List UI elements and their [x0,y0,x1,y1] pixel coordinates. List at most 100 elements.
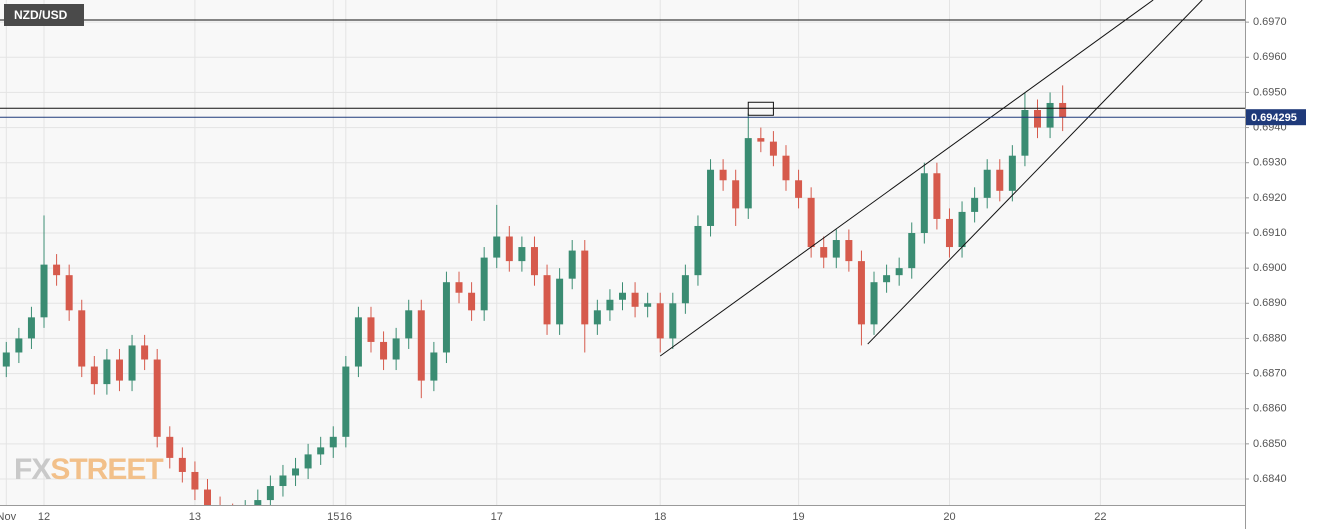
candle-body [65,275,73,311]
candle-body [581,250,589,325]
candle-body [593,310,601,325]
candle-body [78,310,86,367]
candle-body [1021,109,1029,156]
candle-body [115,359,123,381]
candle-body [644,303,652,307]
candle-body [2,352,10,367]
candle-body [908,232,916,269]
grid [0,0,1245,505]
candle-body [530,247,538,276]
candle-body [15,338,23,353]
x-tick-label: 12 [38,511,50,523]
candle-body [857,261,865,325]
candle-body [556,278,564,325]
candle-body [845,240,853,262]
candle-body [568,250,576,279]
candle-body [996,169,1004,191]
last-price-tag [1246,109,1306,126]
x-tick-label: Nov [0,511,17,523]
candle-body [493,236,501,258]
candle-body [757,138,765,142]
candle-body [405,310,413,339]
candle-body [53,264,61,276]
y-tick-label: 0.6950 [1253,86,1287,98]
highlight-box [747,101,774,116]
candle-body [795,180,803,198]
candle-body [103,359,111,385]
candle-body [178,457,186,472]
chart-title: NZD/USD [14,8,68,22]
candle-body [1046,102,1054,128]
candle-body [870,282,878,325]
candle-body [342,366,350,437]
y-tick-label: 0.6890 [1253,297,1287,309]
candle-body [782,155,790,181]
candle-body [317,447,325,455]
candle-body [656,303,664,339]
candle-body [304,454,312,469]
y-tick-label: 0.6840 [1253,473,1287,485]
candle-body [266,486,274,501]
candle-body [27,317,35,339]
candle-body [945,218,953,248]
candle-body [832,240,840,258]
candle-body [619,292,626,300]
x-tick-label: 22 [1094,511,1106,523]
candle-body [279,475,287,487]
candle-body [392,338,400,360]
candle-body [367,317,375,342]
x-tick-label: 13 [189,511,201,523]
y-tick-label: 0.6850 [1253,438,1287,450]
last-price-label: 0.694295 [1251,112,1297,124]
y-tick-label: 0.6940 [1253,121,1287,133]
candle-body [166,436,174,458]
y-tick-label: 0.6880 [1253,332,1287,344]
candle-body [329,436,337,448]
candle-body [254,500,262,505]
trend-line [867,0,1203,345]
title-box [4,4,84,26]
x-tick-label: 16 [340,511,352,523]
candle-body [417,310,425,381]
candle-body [971,197,979,212]
candle-body [895,268,903,276]
candle-body [354,317,362,367]
candle-body [191,471,199,490]
candle-body [694,225,702,276]
candle-body [40,264,48,318]
y-tick-label: 0.6910 [1253,227,1287,239]
y-tick-label: 0.6930 [1253,157,1287,169]
candle-body [468,292,476,311]
watermark: FXSTREET [14,453,163,486]
candle-body [455,282,463,293]
y-tick-label: 0.6860 [1253,403,1287,415]
candle-body [442,282,450,353]
candle-body [983,169,991,198]
candle-body [820,247,828,258]
x-tick-label: 15 [327,511,339,523]
y-tick-label: 0.6960 [1253,51,1287,63]
candle-body [958,211,966,248]
x-tick-label: 20 [943,511,955,523]
candle-body [883,275,891,283]
watermark-fx: FX [14,453,51,486]
candle-body [505,236,513,262]
candle-body [707,169,715,226]
candle-body [128,345,136,381]
candle-body [292,468,300,476]
y-tick-label: 0.6900 [1253,262,1287,274]
candle-body [681,275,689,304]
candle-body [430,352,438,381]
x-tick-label: 19 [792,511,804,523]
candle-body [807,197,815,248]
candle-body [480,257,488,311]
watermark-street: STREET [50,453,163,486]
candle-body [719,169,727,181]
y-tick-label: 0.6970 [1253,16,1287,28]
trend-line [659,0,1154,357]
candle-body [1059,102,1067,118]
x-axis-panel [0,505,1245,529]
candle-body [380,341,388,360]
